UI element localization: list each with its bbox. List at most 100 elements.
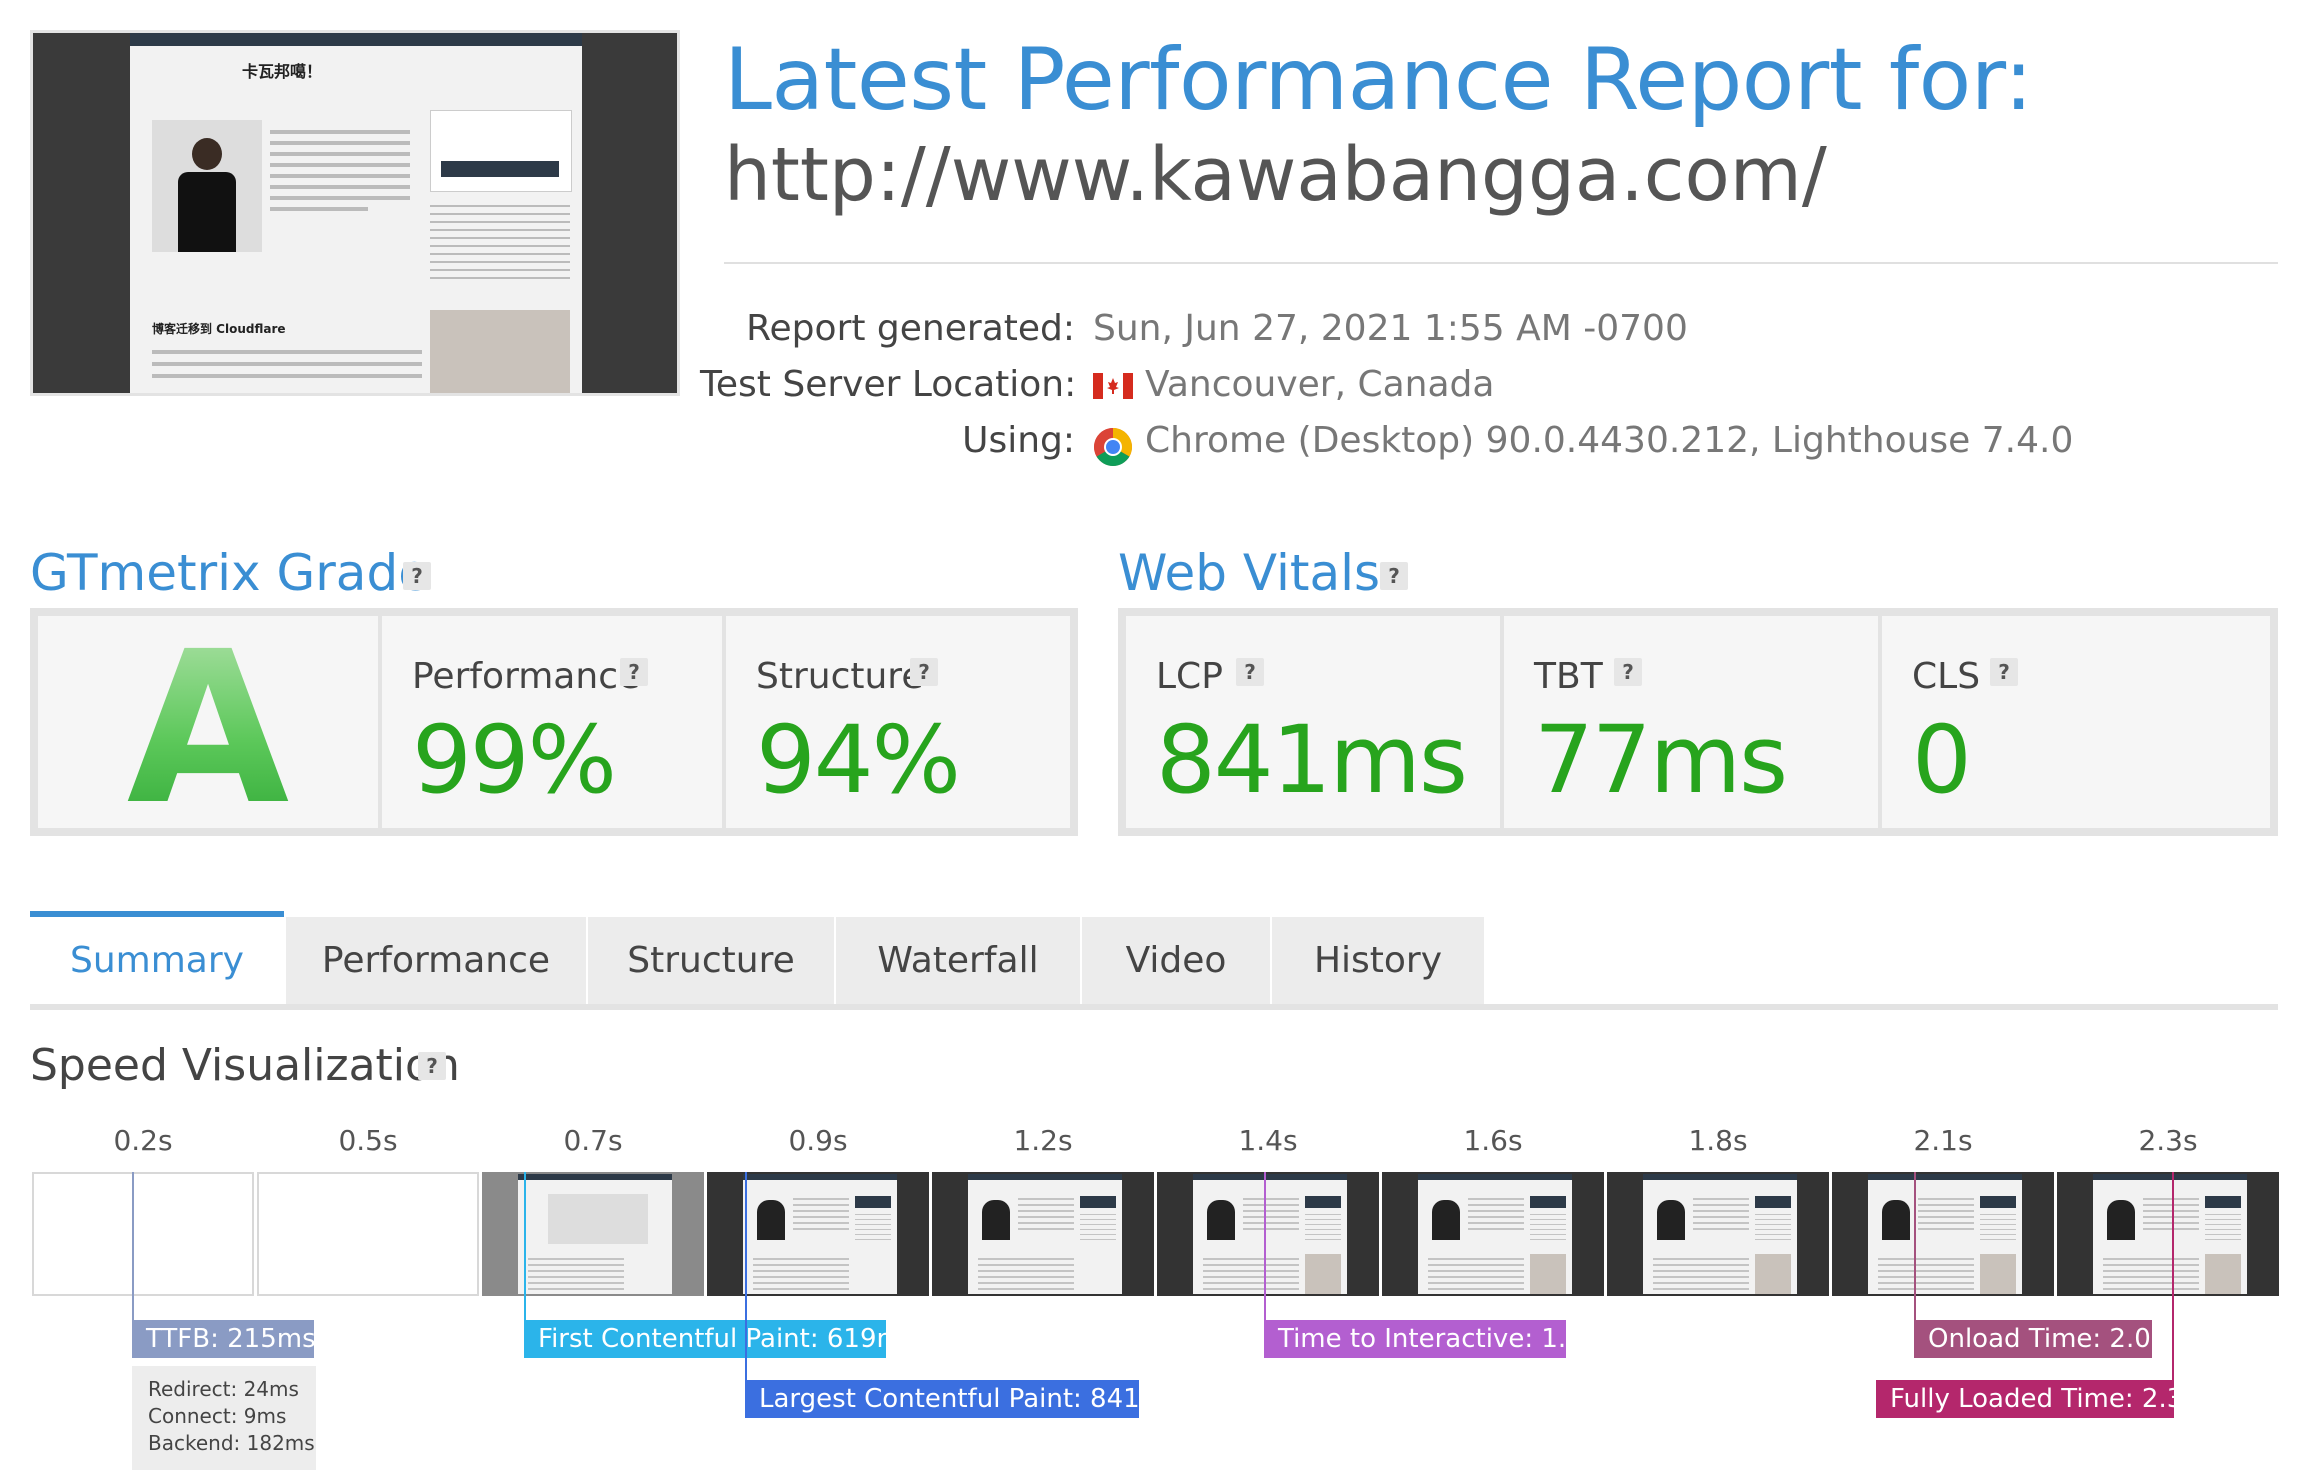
performance-score-cell: Performance ? 99% (382, 616, 722, 828)
tti-marker: Time to Interactive: 1.4s (1264, 1320, 1596, 1358)
thumbnail-site-title: 卡瓦邦噶！ (242, 62, 323, 81)
frame-time-label: 2.3s (2138, 1124, 2198, 1157)
grade-help-icon[interactable]: ? (403, 562, 431, 590)
lcp-marker: Largest Contentful Paint: 841ms (745, 1380, 1179, 1418)
lcp-marker-line (745, 1172, 747, 1380)
lcp-value: 841ms (1156, 706, 1468, 815)
frame-page-preview (1643, 1174, 1797, 1294)
thumbnail-text-block (270, 130, 410, 218)
cls-label: CLS (1912, 656, 1981, 697)
report-url[interactable]: http://www.kawabangga.com/ (724, 132, 1827, 218)
frame-time-label: 1.2s (1013, 1124, 1073, 1157)
tab-history[interactable]: History (1272, 917, 1484, 1004)
tab-structure[interactable]: Structure (588, 917, 834, 1004)
grade-letter: A (127, 606, 290, 851)
cls-cell: CLS ? 0 (1882, 616, 2270, 828)
lcp-help-icon[interactable]: ? (1236, 658, 1264, 686)
frame-time-label: 1.8s (1688, 1124, 1748, 1157)
tbt-help-icon[interactable]: ? (1614, 658, 1642, 686)
structure-score-cell: Structure ? 94% (726, 616, 1070, 828)
structure-help-icon[interactable]: ? (910, 658, 938, 686)
web-vitals-help-icon[interactable]: ? (1380, 562, 1408, 590)
speed-visualization-title: Speed Visualization (30, 1040, 460, 1091)
frame-time-label: 2.1s (1913, 1124, 1973, 1157)
tbt-cell: TBT ? 77ms (1504, 616, 1878, 828)
lcp-cell: LCP ? 841ms (1126, 616, 1500, 828)
frame-page-preview (1418, 1174, 1572, 1294)
structure-score-value: 94% (756, 706, 961, 815)
filmstrip-frame[interactable] (1607, 1172, 1829, 1296)
performance-score-value: 99% (412, 706, 617, 815)
fcp-marker-line (524, 1172, 526, 1320)
frame-time-label: 0.2s (113, 1124, 173, 1157)
thumbnail-post-title: 博客迁移到 Cloudflare (152, 322, 286, 336)
tti-marker-line (1264, 1172, 1266, 1320)
ttfb-backend: Backend: 182ms (148, 1431, 315, 1455)
test-location-label: Test Server Location: (700, 364, 1077, 405)
frame-time-label: 1.6s (1463, 1124, 1523, 1157)
onload-marker-line (1914, 1172, 1916, 1320)
speed-visualization-help-icon[interactable]: ? (418, 1052, 446, 1080)
frame-page-preview (1868, 1174, 2022, 1294)
using-value: Chrome (Desktop) 90.0.4430.212, Lighthou… (1145, 420, 2074, 461)
frame-page-preview (518, 1174, 672, 1294)
frame-page-preview (2093, 1174, 2247, 1294)
performance-help-icon[interactable]: ? (620, 658, 648, 686)
frame-time-label: 0.7s (563, 1124, 623, 1157)
frame-page-preview (1193, 1174, 1347, 1294)
ttfb-redirect: Redirect: 24ms (148, 1377, 299, 1401)
report-generated-value: Sun, Jun 27, 2021 1:55 AM -0700 (1093, 308, 1688, 349)
tbt-value: 77ms (1534, 706, 1788, 815)
lcp-label: LCP (1156, 656, 1223, 697)
filmstrip-frame[interactable] (1832, 1172, 2054, 1296)
report-title: Latest Performance Report for: (724, 30, 2033, 130)
grade-letter-text: A (127, 616, 290, 828)
filmstrip-frame[interactable] (257, 1172, 479, 1296)
header-divider (724, 262, 2278, 264)
filmstrip-frame[interactable] (32, 1172, 254, 1296)
cls-value: 0 (1912, 706, 1972, 815)
frame-time-label: 0.9s (788, 1124, 848, 1157)
ttfb-connect: Connect: 9ms (148, 1404, 287, 1428)
filmstrip-frame[interactable] (1157, 1172, 1379, 1296)
report-generated-label: Report generated: (746, 308, 1075, 349)
tab-summary[interactable]: Summary (30, 911, 284, 1004)
canada-flag-icon (1093, 373, 1133, 399)
web-vitals-panel: LCP ? 841ms TBT ? 77ms CLS ? 0 (1118, 608, 2278, 836)
fully-loaded-marker-line (2172, 1172, 2174, 1380)
structure-score-label: Structure (756, 656, 924, 697)
frame-page-preview (968, 1174, 1122, 1294)
frame-time-label: 0.5s (338, 1124, 398, 1157)
chrome-icon (1094, 428, 1132, 466)
tab-video[interactable]: Video (1082, 917, 1270, 1004)
web-vitals-title: Web Vitals (1118, 544, 1381, 602)
thumbnail-post-text (152, 350, 422, 386)
filmstrip-frame[interactable] (482, 1172, 704, 1296)
filmstrip-frame[interactable] (2057, 1172, 2279, 1296)
onload-marker: Onload Time: 2.0s (1914, 1320, 2164, 1358)
thumbnail-sidebar-photo (430, 310, 570, 393)
ttfb-details: Redirect: 24ms Connect: 9ms Backend: 182… (132, 1366, 316, 1470)
filmstrip-frame[interactable] (707, 1172, 929, 1296)
filmstrip-frame[interactable] (1382, 1172, 1604, 1296)
ttfb-marker-line (132, 1172, 134, 1320)
tab-waterfall[interactable]: Waterfall (836, 917, 1080, 1004)
thumbnail-calendar (430, 205, 570, 285)
filmstrip-frame[interactable] (932, 1172, 1154, 1296)
fully-loaded-marker: Fully Loaded Time: 2.3s (1876, 1380, 2197, 1418)
thumbnail-sidebar-widget (430, 110, 572, 192)
cls-help-icon[interactable]: ? (1990, 658, 2018, 686)
site-screenshot-thumbnail: 卡瓦邦噶！ 博客迁移到 Cloudflare (30, 30, 680, 396)
fcp-marker: First Contentful Paint: 619ms (524, 1320, 915, 1358)
test-location-value: Vancouver, Canada (1145, 364, 1495, 405)
tabs-underline (30, 1004, 2278, 1010)
thumbnail-topbar (130, 33, 582, 46)
frame-time-label: 1.4s (1238, 1124, 1298, 1157)
gtmetrix-grade-title: GTmetrix Grade (30, 544, 429, 602)
tbt-label: TBT (1534, 656, 1603, 697)
performance-score-label: Performance (412, 656, 641, 697)
thumbnail-person-photo (152, 120, 262, 252)
frame-page-preview (743, 1174, 897, 1294)
ttfb-marker: TTFB: 215ms (132, 1320, 316, 1358)
tab-performance[interactable]: Performance (286, 917, 586, 1004)
